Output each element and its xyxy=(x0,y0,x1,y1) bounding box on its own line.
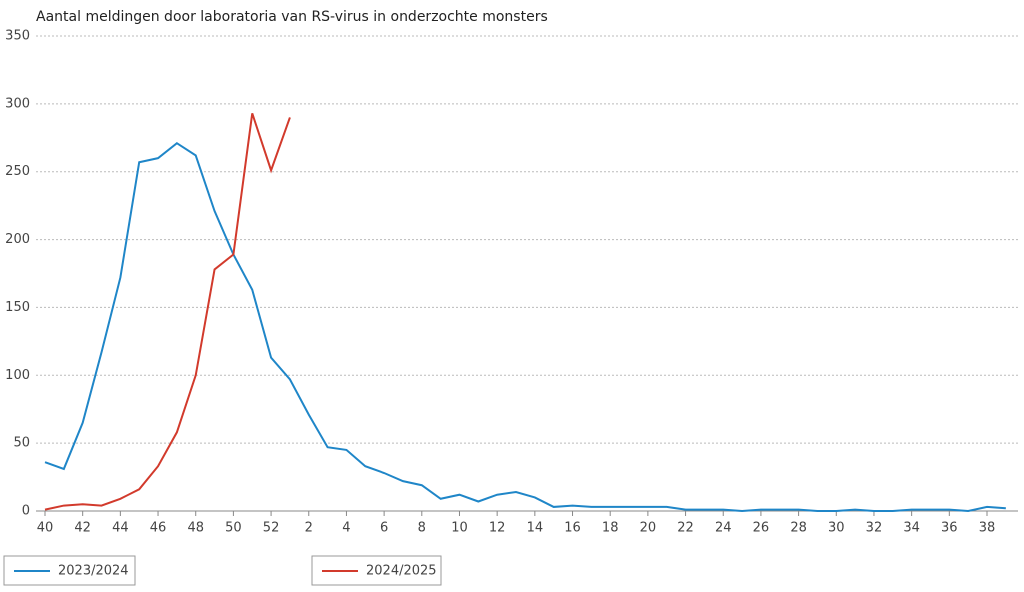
x-tick-label: 38 xyxy=(979,521,996,536)
x-tick-label: 2 xyxy=(305,521,313,536)
x-tick-label: 18 xyxy=(602,521,619,536)
x-tick-label: 52 xyxy=(263,521,280,536)
y-tick-label: 150 xyxy=(5,300,30,315)
x-tick-label: 24 xyxy=(715,521,732,536)
x-tick-label: 4 xyxy=(342,521,350,536)
x-tick-label: 12 xyxy=(489,521,506,536)
y-tick-label: 50 xyxy=(13,436,30,451)
x-tick-label: 36 xyxy=(941,521,958,536)
x-tick-label: 8 xyxy=(418,521,426,536)
legend-label: 2024/2025 xyxy=(366,564,437,579)
x-tick-label: 46 xyxy=(150,521,167,536)
y-tick-label: 200 xyxy=(5,232,30,247)
x-tick-label: 16 xyxy=(564,521,581,536)
series-line xyxy=(44,113,291,511)
x-tick-label: 6 xyxy=(380,521,388,536)
legend-label: 2023/2024 xyxy=(58,564,129,579)
x-tick-label: 28 xyxy=(790,521,807,536)
legend-box xyxy=(311,555,442,586)
y-tick-label: 0 xyxy=(22,504,30,519)
x-tick-label: 14 xyxy=(527,521,544,536)
x-tick-label: 20 xyxy=(640,521,657,536)
chart-title: Aantal meldingen door laboratoria van RS… xyxy=(36,9,548,25)
x-tick-label: 42 xyxy=(74,521,91,536)
x-tick-label: 48 xyxy=(187,521,204,536)
x-tick-label: 50 xyxy=(225,521,242,536)
x-tick-label: 40 xyxy=(37,521,54,536)
x-tick-label: 22 xyxy=(677,521,694,536)
x-tick-label: 44 xyxy=(112,521,129,536)
y-tick-label: 300 xyxy=(5,96,30,111)
x-tick-label: 10 xyxy=(451,521,468,536)
x-tick-label: 32 xyxy=(866,521,883,536)
x-tick-label: 34 xyxy=(903,521,920,536)
x-tick-label: 30 xyxy=(828,521,845,536)
y-tick-label: 100 xyxy=(5,368,30,383)
legend-box xyxy=(3,555,136,586)
x-tick-label: 26 xyxy=(753,521,770,536)
series-line xyxy=(44,141,1006,513)
y-tick-label: 350 xyxy=(5,29,30,44)
y-tick-label: 250 xyxy=(5,164,30,179)
